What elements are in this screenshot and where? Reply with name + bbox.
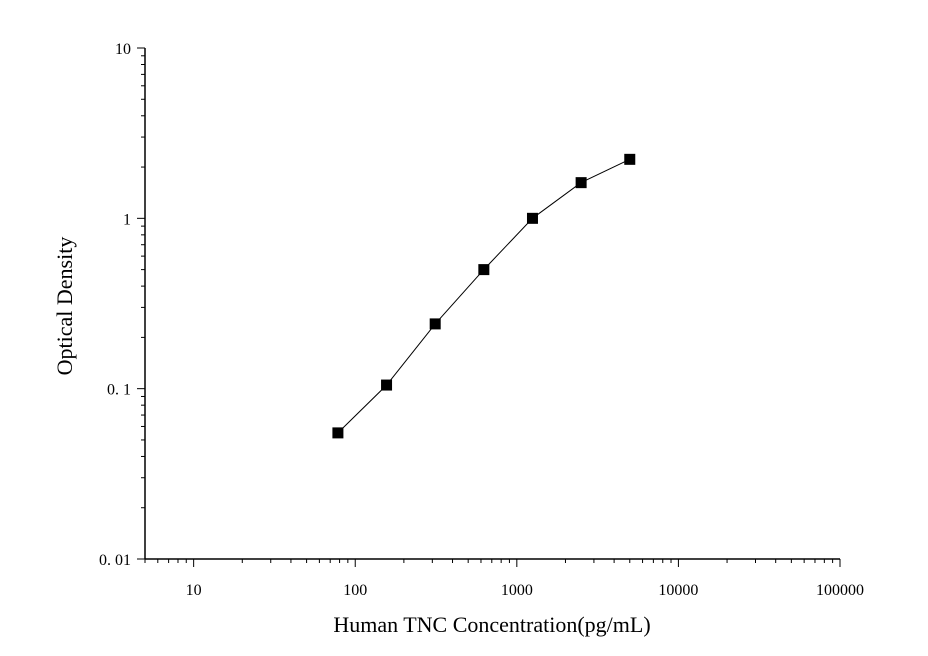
data-point-marker	[381, 379, 393, 391]
y-tick-label: 0. 01	[99, 552, 131, 569]
data-series	[332, 153, 636, 439]
series-line	[337, 158, 631, 434]
x-tick-label: 10000	[658, 582, 698, 599]
y-axis-title: Optical Density	[52, 237, 77, 376]
x-tick-label: 100	[343, 582, 367, 599]
x-tick-label: 100000	[816, 582, 864, 599]
y-tick-label: 10	[115, 41, 131, 58]
x-axis-title: Human TNC Concentration(pg/mL)	[333, 612, 650, 637]
data-point-marker	[478, 264, 490, 276]
data-point-marker	[575, 177, 587, 189]
y-tick-label: 1	[123, 211, 131, 228]
data-point-marker	[624, 153, 636, 165]
data-point-marker	[429, 318, 441, 330]
data-point-marker	[526, 212, 538, 224]
minor-ticks	[141, 55, 834, 563]
x-tick-label: 10	[186, 582, 202, 599]
x-ticks: 10 100 1000 10000 100000	[186, 559, 864, 599]
axes	[144, 48, 840, 560]
x-tick-label: 1000	[501, 582, 533, 599]
data-point-marker	[332, 427, 344, 439]
y-tick-label: 0. 1	[107, 382, 131, 399]
y-ticks: 0. 01 0. 1 1 10	[99, 41, 145, 569]
